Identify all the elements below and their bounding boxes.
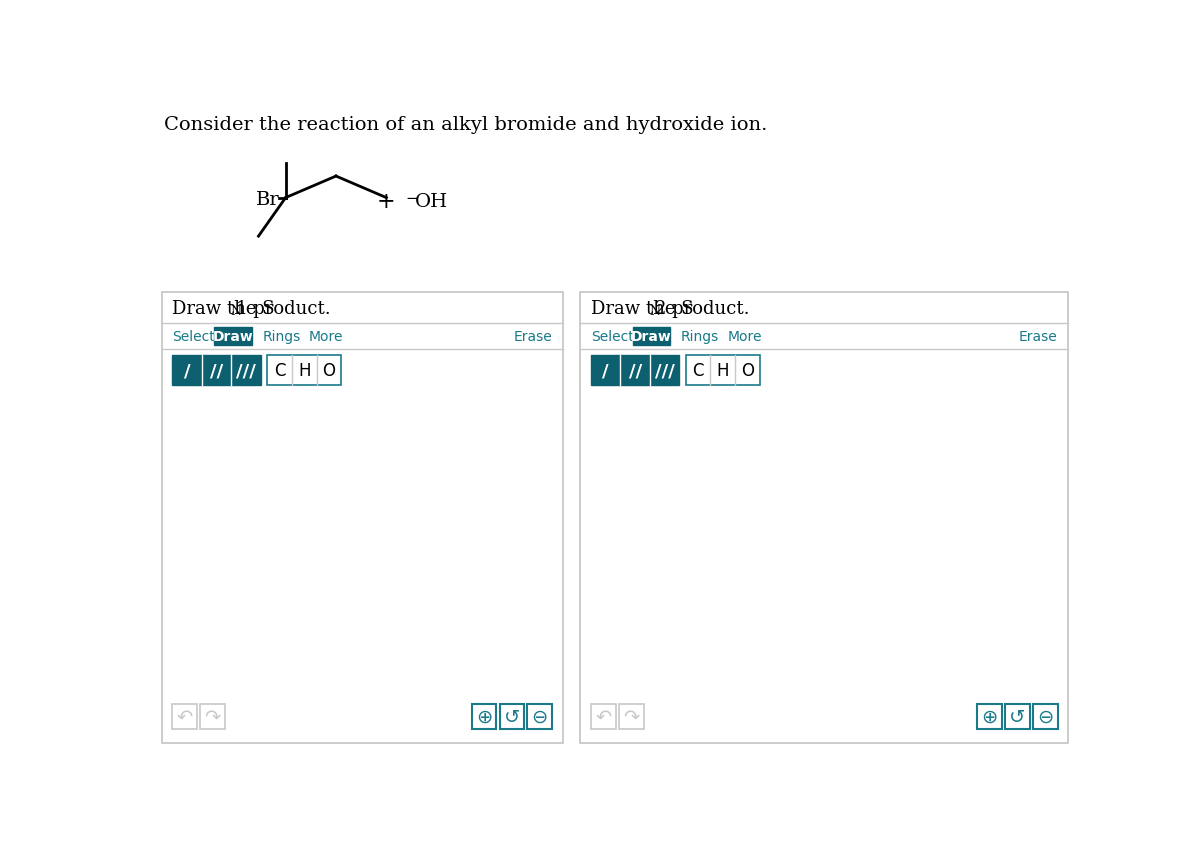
Bar [528, 705, 552, 729]
Text: H: H [716, 361, 728, 380]
Text: 1 product.: 1 product. [236, 299, 331, 317]
Text: Rings: Rings [680, 330, 719, 344]
Text: Select: Select [173, 330, 215, 344]
Text: More: More [727, 330, 762, 344]
Text: N: N [230, 304, 241, 317]
Text: Draw the S: Draw the S [590, 299, 694, 317]
Text: ⊕: ⊕ [476, 707, 492, 726]
Text: Consider the reaction of an alkyl bromide and hydroxide ion.: Consider the reaction of an alkyl bromid… [164, 116, 767, 134]
Text: /: / [602, 361, 610, 380]
Bar [977, 705, 1002, 729]
Text: Draw the S: Draw the S [173, 299, 275, 317]
Bar [580, 293, 1068, 743]
Bar [173, 705, 197, 729]
Bar [268, 356, 342, 385]
Text: ⊖: ⊖ [532, 707, 548, 726]
Text: C: C [274, 361, 286, 380]
Text: O: O [323, 361, 336, 380]
Text: //: // [629, 361, 642, 380]
Text: N: N [649, 304, 660, 317]
Text: ↷: ↷ [623, 707, 640, 726]
Bar [472, 705, 497, 729]
Text: Erase: Erase [1019, 330, 1057, 344]
Text: Br: Br [256, 191, 280, 209]
Text: More: More [308, 330, 343, 344]
Bar [1033, 705, 1057, 729]
Bar [499, 705, 524, 729]
Text: ///: /// [655, 361, 674, 380]
Text: Draw: Draw [631, 330, 672, 344]
Bar [590, 356, 679, 385]
Bar [215, 327, 252, 346]
Bar [1004, 705, 1030, 729]
Text: 2 product.: 2 product. [654, 299, 749, 317]
Text: ↶: ↶ [595, 707, 612, 726]
Text: //: // [210, 361, 223, 380]
Text: C: C [692, 361, 703, 380]
Bar [590, 705, 616, 729]
Bar [173, 356, 260, 385]
Text: +: + [377, 191, 396, 213]
Text: /: / [184, 361, 191, 380]
Text: ↷: ↷ [204, 707, 221, 726]
Text: −: − [406, 193, 419, 206]
Text: ↺: ↺ [504, 707, 520, 726]
Text: Select: Select [590, 330, 634, 344]
Bar [632, 327, 670, 346]
Text: O: O [742, 361, 754, 380]
Text: H: H [298, 361, 311, 380]
Text: ↶: ↶ [176, 707, 193, 726]
Bar [619, 705, 643, 729]
Text: OH: OH [415, 193, 448, 211]
Text: ⊖: ⊖ [1037, 707, 1054, 726]
Text: Erase: Erase [514, 330, 552, 344]
Text: ↺: ↺ [1009, 707, 1026, 726]
Bar [200, 705, 226, 729]
Text: ⊕: ⊕ [982, 707, 997, 726]
Bar [685, 356, 760, 385]
Text: Draw: Draw [212, 330, 253, 344]
Text: Rings: Rings [263, 330, 301, 344]
Text: ///: /// [236, 361, 256, 380]
Bar [162, 293, 563, 743]
